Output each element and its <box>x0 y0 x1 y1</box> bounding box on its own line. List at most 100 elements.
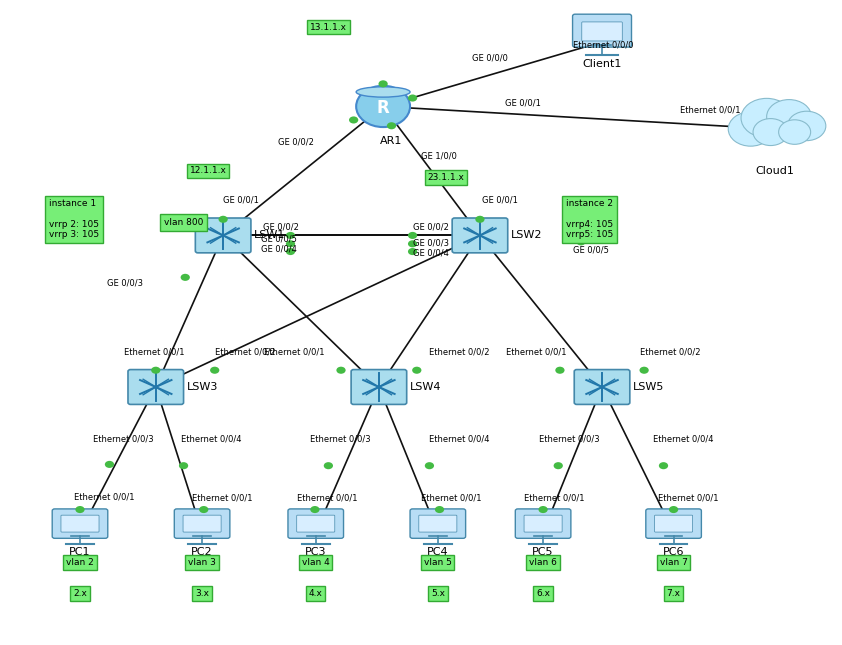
Circle shape <box>556 366 565 374</box>
Circle shape <box>105 461 115 468</box>
Circle shape <box>475 215 484 223</box>
Circle shape <box>152 366 161 374</box>
Text: Ethernet 0/0/1: Ethernet 0/0/1 <box>264 347 324 356</box>
FancyBboxPatch shape <box>515 509 571 539</box>
Text: Ethernet 0/0/1: Ethernet 0/0/1 <box>658 493 719 502</box>
Text: Ethernet 0/0/3: Ethernet 0/0/3 <box>93 434 153 443</box>
Text: GE 0/0/4: GE 0/0/4 <box>260 244 296 253</box>
Text: LSW1: LSW1 <box>254 230 285 241</box>
Text: 6.x: 6.x <box>536 589 550 598</box>
Circle shape <box>408 240 418 248</box>
Circle shape <box>669 506 679 513</box>
Text: R: R <box>376 99 390 117</box>
Text: LSW5: LSW5 <box>633 382 664 392</box>
Text: Ethernet 0/0/0: Ethernet 0/0/0 <box>573 41 633 50</box>
Text: GE 1/0/0: GE 1/0/0 <box>421 152 457 161</box>
Circle shape <box>408 232 418 239</box>
Circle shape <box>753 119 788 146</box>
Text: GE 0/0/0: GE 0/0/0 <box>472 54 508 63</box>
Text: vlan 6: vlan 6 <box>529 558 557 567</box>
Text: Ethernet 0/0/4: Ethernet 0/0/4 <box>429 434 490 443</box>
FancyBboxPatch shape <box>128 370 184 404</box>
Text: Ethernet 0/0/2: Ethernet 0/0/2 <box>429 347 490 356</box>
Text: Ethernet 0/0/1: Ethernet 0/0/1 <box>524 493 584 502</box>
Text: instance 1

vrrp 2: 105
vrrp 3: 105: instance 1 vrrp 2: 105 vrrp 3: 105 <box>49 199 99 239</box>
Text: Ethernet 0/0/1: Ethernet 0/0/1 <box>506 347 567 356</box>
Circle shape <box>199 506 209 513</box>
Text: PC6: PC6 <box>663 547 685 557</box>
Text: PC1: PC1 <box>69 547 91 557</box>
Circle shape <box>387 123 397 129</box>
FancyBboxPatch shape <box>61 515 99 532</box>
Text: Ethernet 0/0/3: Ethernet 0/0/3 <box>539 434 600 443</box>
Text: GE 0/0/2: GE 0/0/2 <box>263 223 299 232</box>
Circle shape <box>311 506 320 513</box>
Text: 4.x: 4.x <box>309 589 322 598</box>
Ellipse shape <box>356 87 410 97</box>
Text: 3.x: 3.x <box>195 589 209 598</box>
Circle shape <box>787 111 826 141</box>
Text: Ethernet 0/0/2: Ethernet 0/0/2 <box>640 347 701 356</box>
Text: Ethernet 0/0/4: Ethernet 0/0/4 <box>653 434 713 443</box>
Circle shape <box>337 366 346 374</box>
Circle shape <box>210 366 219 374</box>
Text: Ethernet 0/0/3: Ethernet 0/0/3 <box>310 434 370 443</box>
Circle shape <box>285 248 295 255</box>
Text: Ethernet 0/0/4: Ethernet 0/0/4 <box>181 434 242 443</box>
FancyBboxPatch shape <box>296 515 335 532</box>
Circle shape <box>576 238 585 246</box>
FancyBboxPatch shape <box>351 370 407 404</box>
Text: GE 0/0/4: GE 0/0/4 <box>413 248 449 257</box>
Text: Ethernet 0/0/1: Ethernet 0/0/1 <box>192 493 253 502</box>
Text: 23.1.1.x: 23.1.1.x <box>428 173 465 182</box>
Circle shape <box>741 99 792 137</box>
FancyBboxPatch shape <box>52 509 108 539</box>
Text: LSW3: LSW3 <box>187 382 218 392</box>
FancyBboxPatch shape <box>183 515 221 532</box>
Text: GE 0/0/3: GE 0/0/3 <box>413 238 449 247</box>
FancyBboxPatch shape <box>195 218 251 253</box>
Text: Ethernet 0/0/1: Ethernet 0/0/1 <box>297 493 358 502</box>
Text: LSW4: LSW4 <box>410 382 441 392</box>
Text: Ethernet 0/0/1: Ethernet 0/0/1 <box>124 347 184 356</box>
Text: Ethernet 0/0/1: Ethernet 0/0/1 <box>680 105 741 114</box>
FancyBboxPatch shape <box>646 509 701 539</box>
Circle shape <box>408 248 418 255</box>
Text: Ethernet 0/0/1: Ethernet 0/0/1 <box>421 493 482 502</box>
Text: 13.1.1.x: 13.1.1.x <box>310 23 347 32</box>
Circle shape <box>379 81 387 88</box>
FancyBboxPatch shape <box>654 515 693 532</box>
Text: PC2: PC2 <box>191 547 213 557</box>
Circle shape <box>539 506 548 513</box>
Circle shape <box>181 273 190 281</box>
Text: 12.1.1.x: 12.1.1.x <box>189 166 226 175</box>
Text: AR1: AR1 <box>381 136 402 146</box>
FancyBboxPatch shape <box>288 509 344 539</box>
Circle shape <box>219 215 227 223</box>
Text: GE 0/0/3: GE 0/0/3 <box>107 278 143 287</box>
Text: GE 0/0/2: GE 0/0/2 <box>413 223 449 232</box>
Text: GE 0/0/1: GE 0/0/1 <box>223 195 259 204</box>
Circle shape <box>779 120 811 144</box>
Text: PC5: PC5 <box>532 547 554 557</box>
Circle shape <box>640 366 648 374</box>
Text: Cloud1: Cloud1 <box>755 166 794 177</box>
Circle shape <box>349 116 359 124</box>
Text: GE 0/0/1: GE 0/0/1 <box>505 99 541 108</box>
Circle shape <box>413 366 422 374</box>
Text: GE 0/0/5: GE 0/0/5 <box>260 234 296 243</box>
FancyBboxPatch shape <box>410 509 466 539</box>
Circle shape <box>435 506 445 513</box>
Text: Ethernet 0/0/1: Ethernet 0/0/1 <box>74 492 135 501</box>
Text: GE 0/0/5: GE 0/0/5 <box>573 246 609 255</box>
Circle shape <box>728 112 773 146</box>
Text: 7.x: 7.x <box>667 589 680 598</box>
Circle shape <box>179 462 189 470</box>
FancyBboxPatch shape <box>452 218 508 253</box>
FancyBboxPatch shape <box>582 22 622 41</box>
Text: Client1: Client1 <box>583 59 621 69</box>
Text: vlan 4: vlan 4 <box>302 558 329 567</box>
Text: vlan 3: vlan 3 <box>188 558 216 567</box>
Text: PC4: PC4 <box>427 547 449 557</box>
Circle shape <box>425 462 434 470</box>
